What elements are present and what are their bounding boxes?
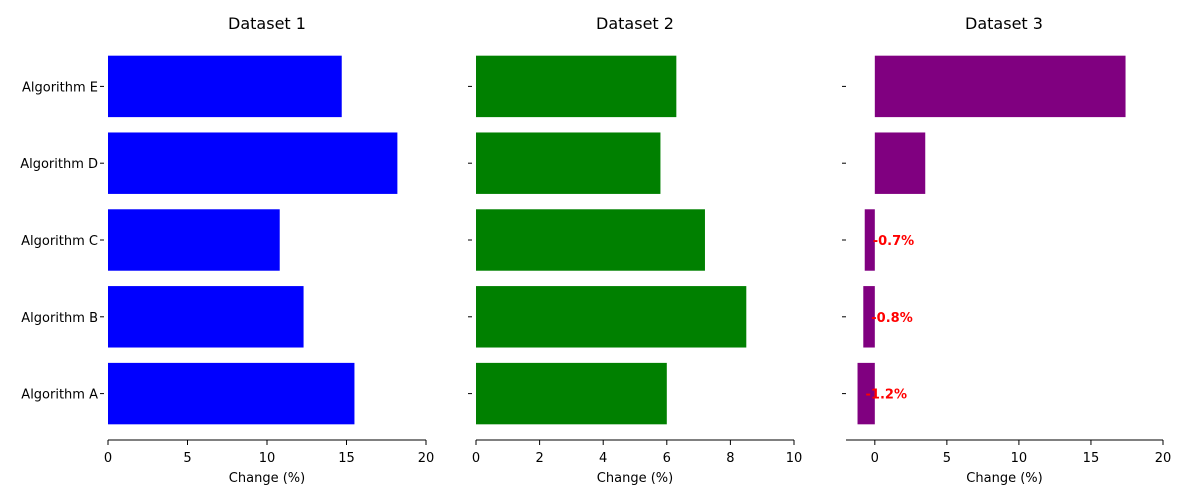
- panel-3-title: Dataset 3: [965, 14, 1043, 33]
- bar-1-3: [108, 209, 280, 271]
- x-tick-label: 15: [1083, 451, 1100, 466]
- bar-1-2: [108, 286, 304, 348]
- x-tick-label: 20: [1155, 451, 1172, 466]
- x-axis-label-1: Change (%): [229, 471, 305, 486]
- category-label: Algorithm B: [21, 311, 98, 326]
- x-tick-label: 4: [599, 451, 607, 466]
- bar-1-4: [108, 132, 398, 194]
- category-label: Algorithm A: [21, 388, 98, 403]
- bar-3-3: [864, 209, 875, 271]
- x-tick-label: 10: [786, 451, 803, 466]
- x-tick-label: 15: [338, 451, 355, 466]
- annotation-label: -0.8%: [871, 311, 912, 326]
- x-tick-label: 8: [726, 451, 734, 466]
- x-tick-label: 5: [183, 451, 191, 466]
- x-tick-label: 6: [663, 451, 671, 466]
- x-tick-label: 20: [418, 451, 435, 466]
- panel-2-title: Dataset 2: [596, 14, 674, 33]
- annotation-label: -0.7%: [873, 234, 914, 249]
- x-axis-label-3: Change (%): [966, 471, 1042, 486]
- bar-3-2: [863, 286, 875, 348]
- x-tick-label: 10: [259, 451, 276, 466]
- x-tick-label: 2: [535, 451, 543, 466]
- x-tick-label: 0: [472, 451, 480, 466]
- annotation-label: -1.2%: [866, 388, 907, 403]
- bar-2-3: [476, 209, 705, 271]
- x-tick-label: 0: [871, 451, 879, 466]
- category-label: Algorithm D: [20, 157, 98, 172]
- bar-2-1: [476, 362, 667, 425]
- bar-2-2: [476, 286, 747, 348]
- x-tick-label: 0: [104, 451, 112, 466]
- panel-1-title: Dataset 1: [228, 14, 306, 33]
- x-tick-label: 10: [1011, 451, 1028, 466]
- category-label: Algorithm C: [21, 234, 98, 249]
- x-axis-label-2: Change (%): [597, 471, 673, 486]
- bar-1-5: [108, 55, 342, 118]
- bar-3-5: [874, 55, 1126, 118]
- bar-2-4: [476, 132, 661, 194]
- x-tick-label: 5: [943, 451, 951, 466]
- bar-1-1: [108, 362, 355, 425]
- bar-3-1: [857, 362, 875, 425]
- bar-2-5: [476, 55, 677, 118]
- bar-3-4: [874, 132, 926, 194]
- category-label: Algorithm E: [22, 80, 98, 95]
